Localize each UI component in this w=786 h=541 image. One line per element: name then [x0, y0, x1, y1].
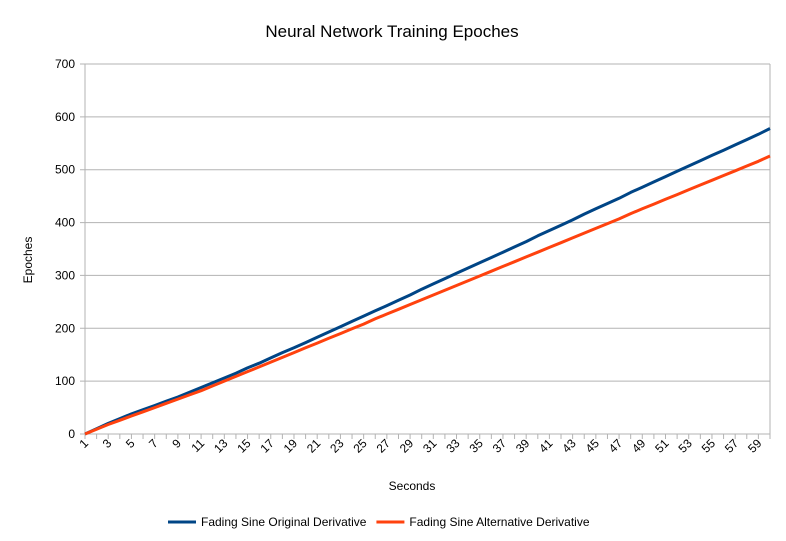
- y-tick-label: 200: [55, 321, 75, 335]
- y-tick-label: 100: [55, 374, 75, 388]
- x-tick-label: 5: [123, 436, 138, 451]
- x-tick-label: 43: [559, 436, 579, 456]
- y-tick-label: 0: [68, 427, 75, 441]
- series-line-2: [84, 154, 771, 436]
- y-tick-label: 700: [55, 57, 75, 71]
- x-tick-label: 59: [745, 436, 765, 456]
- series: [84, 127, 771, 436]
- y-tick-label: 500: [55, 163, 75, 177]
- x-tick-label: 37: [490, 436, 510, 456]
- grid: [80, 63, 771, 439]
- y-tick-label: 600: [55, 110, 75, 124]
- x-tick-label: 29: [397, 436, 417, 456]
- x-tick-label: 23: [327, 436, 347, 456]
- x-tick-label: 53: [676, 436, 696, 456]
- x-tick-label: 33: [443, 436, 463, 456]
- x-tick-label: 7: [146, 436, 161, 451]
- legend-label: Fading Sine Alternative Derivative: [409, 515, 589, 529]
- legend: Fading Sine Original Derivative Fading Si…: [168, 515, 590, 529]
- legend-label: Fading Sine Original Derivative: [201, 515, 367, 529]
- x-tick-label: 25: [350, 436, 370, 456]
- series-line-1: [84, 127, 771, 436]
- x-tick-label: 39: [513, 436, 533, 456]
- y-tick-label: 400: [55, 216, 75, 230]
- x-tick-label: 35: [467, 436, 487, 456]
- x-tick-label: 57: [722, 436, 742, 456]
- x-axis-ticks: 1 3 5 7 9 11 13 15 17 19 21 23 25 27 29 31 33 35 37 39 41 43 4…: [76, 434, 771, 456]
- x-tick-label: 41: [536, 436, 556, 456]
- x-tick-label: 31: [420, 436, 440, 456]
- x-tick-label: 49: [629, 436, 649, 456]
- y-tick-label: 300: [55, 268, 75, 282]
- x-tick-label: 3: [100, 436, 115, 451]
- x-tick-label: 55: [699, 436, 719, 456]
- x-tick-label: 51: [652, 436, 672, 456]
- x-axis-label: Seconds: [389, 479, 436, 493]
- x-tick-label: 9: [169, 436, 184, 451]
- y-axis-label: Epoches: [21, 237, 35, 284]
- chart-title: Neural Network Training Epoches: [265, 22, 518, 41]
- x-tick-label: 47: [606, 436, 626, 456]
- x-tick-label: 27: [374, 436, 394, 456]
- x-tick-label: 11: [189, 436, 208, 455]
- x-tick-label: 45: [583, 436, 603, 456]
- x-tick-label: 13: [211, 436, 231, 456]
- x-tick-label: 17: [258, 436, 278, 456]
- x-tick-label: 15: [234, 436, 254, 456]
- x-tick-label: 21: [304, 436, 324, 456]
- y-axis-ticks: 0 100 200 300 400 500 600 700: [55, 57, 75, 441]
- x-tick-label: 19: [281, 436, 301, 456]
- x-tick-label: 1: [76, 436, 91, 451]
